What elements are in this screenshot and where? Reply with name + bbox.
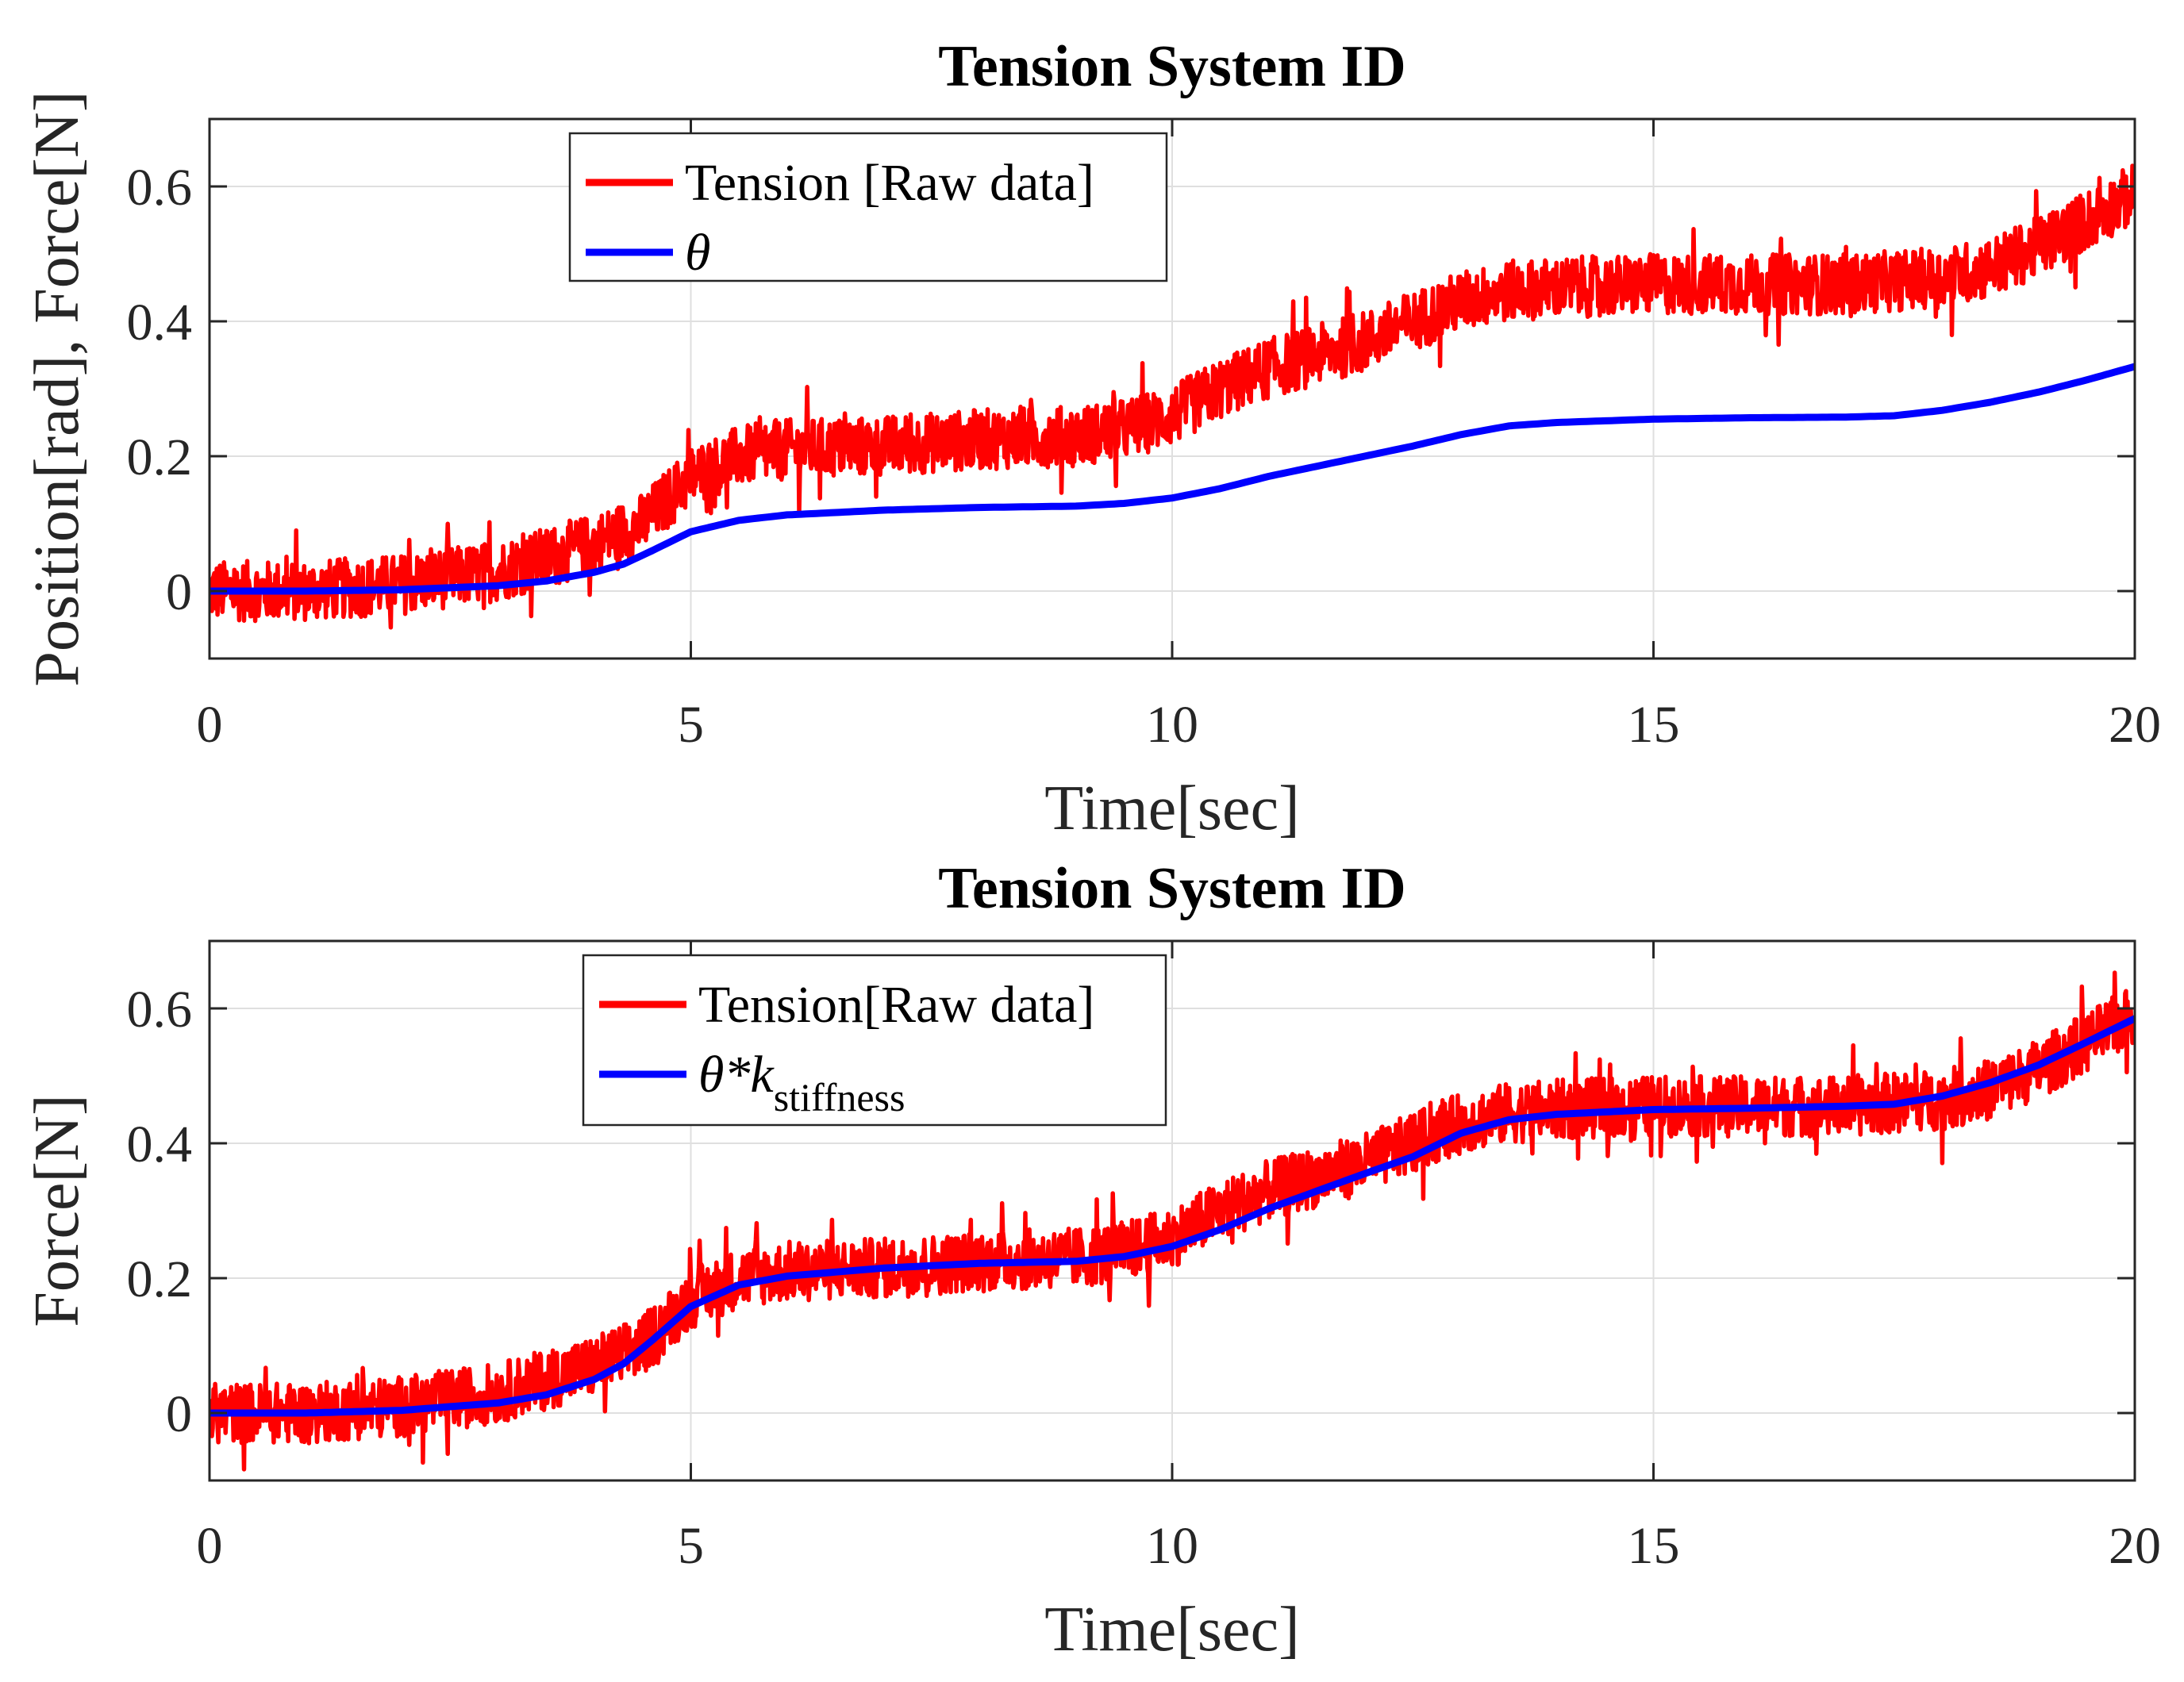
x-axis-label: Time[sec]: [1044, 774, 1299, 843]
legend-box: [568, 132, 1168, 282]
y-tick-label: 0: [166, 1385, 192, 1443]
series-line-tension-raw: [210, 163, 2135, 630]
x-axis-label: Time[sec]: [1044, 1595, 1299, 1665]
series-line-tension-raw: [210, 970, 2135, 1472]
x-tick-label: 0: [197, 1517, 223, 1575]
series-group: [210, 163, 2135, 630]
legend: Tension[Raw data] θ*kstiffness: [582, 954, 1167, 1127]
legend-label: Tension[Raw data]: [698, 976, 1094, 1034]
chart-panel-2: 0 5 10 15 20 0 0.2 0.4 0.6 Tension System ID Time[…: [22, 856, 2161, 1665]
x-tick-label: 20: [2109, 1517, 2161, 1575]
chart-title: Tension System ID: [938, 34, 1405, 99]
x-tick-label: 10: [1146, 1517, 1198, 1575]
y-tick-label: 0.6: [127, 981, 193, 1039]
legend-label: Tension [Raw data]: [685, 154, 1094, 212]
x-tick-label: 5: [678, 696, 704, 754]
chart-panel-1: 0 5 10 15 20 0 0.2 0.4 0.6 Tension System ID Time[…: [22, 34, 2161, 843]
y-tick-label: 0.4: [127, 294, 193, 351]
x-tick-label: 5: [678, 1517, 704, 1575]
legend-box: [582, 954, 1167, 1127]
y-tick-label: 0.2: [127, 428, 193, 486]
x-tick-label: 20: [2109, 696, 2161, 754]
legend-label: θ*kstiffness: [698, 1046, 905, 1119]
y-tick-label: 0: [166, 563, 192, 621]
x-tick-label: 0: [197, 696, 223, 754]
chart-title: Tension System ID: [938, 856, 1405, 921]
x-tick-label: 10: [1146, 696, 1198, 754]
y-axis-label: Position[rad], Force[N]: [22, 91, 92, 687]
y-tick-label: 0.4: [127, 1116, 193, 1173]
series-line-theta: [210, 1015, 2135, 1417]
y-tick-label: 0.6: [127, 159, 193, 217]
legend-label: θ: [685, 224, 710, 282]
y-axis-label: Force[N]: [22, 1094, 92, 1327]
x-tick-label: 15: [1628, 1517, 1680, 1575]
series-line-theta: [210, 363, 2135, 595]
series-group: [210, 970, 2135, 1472]
x-tick-label: 15: [1628, 696, 1680, 754]
y-tick-label: 0.2: [127, 1250, 193, 1308]
legend: Tension [Raw data] θ: [568, 132, 1168, 282]
